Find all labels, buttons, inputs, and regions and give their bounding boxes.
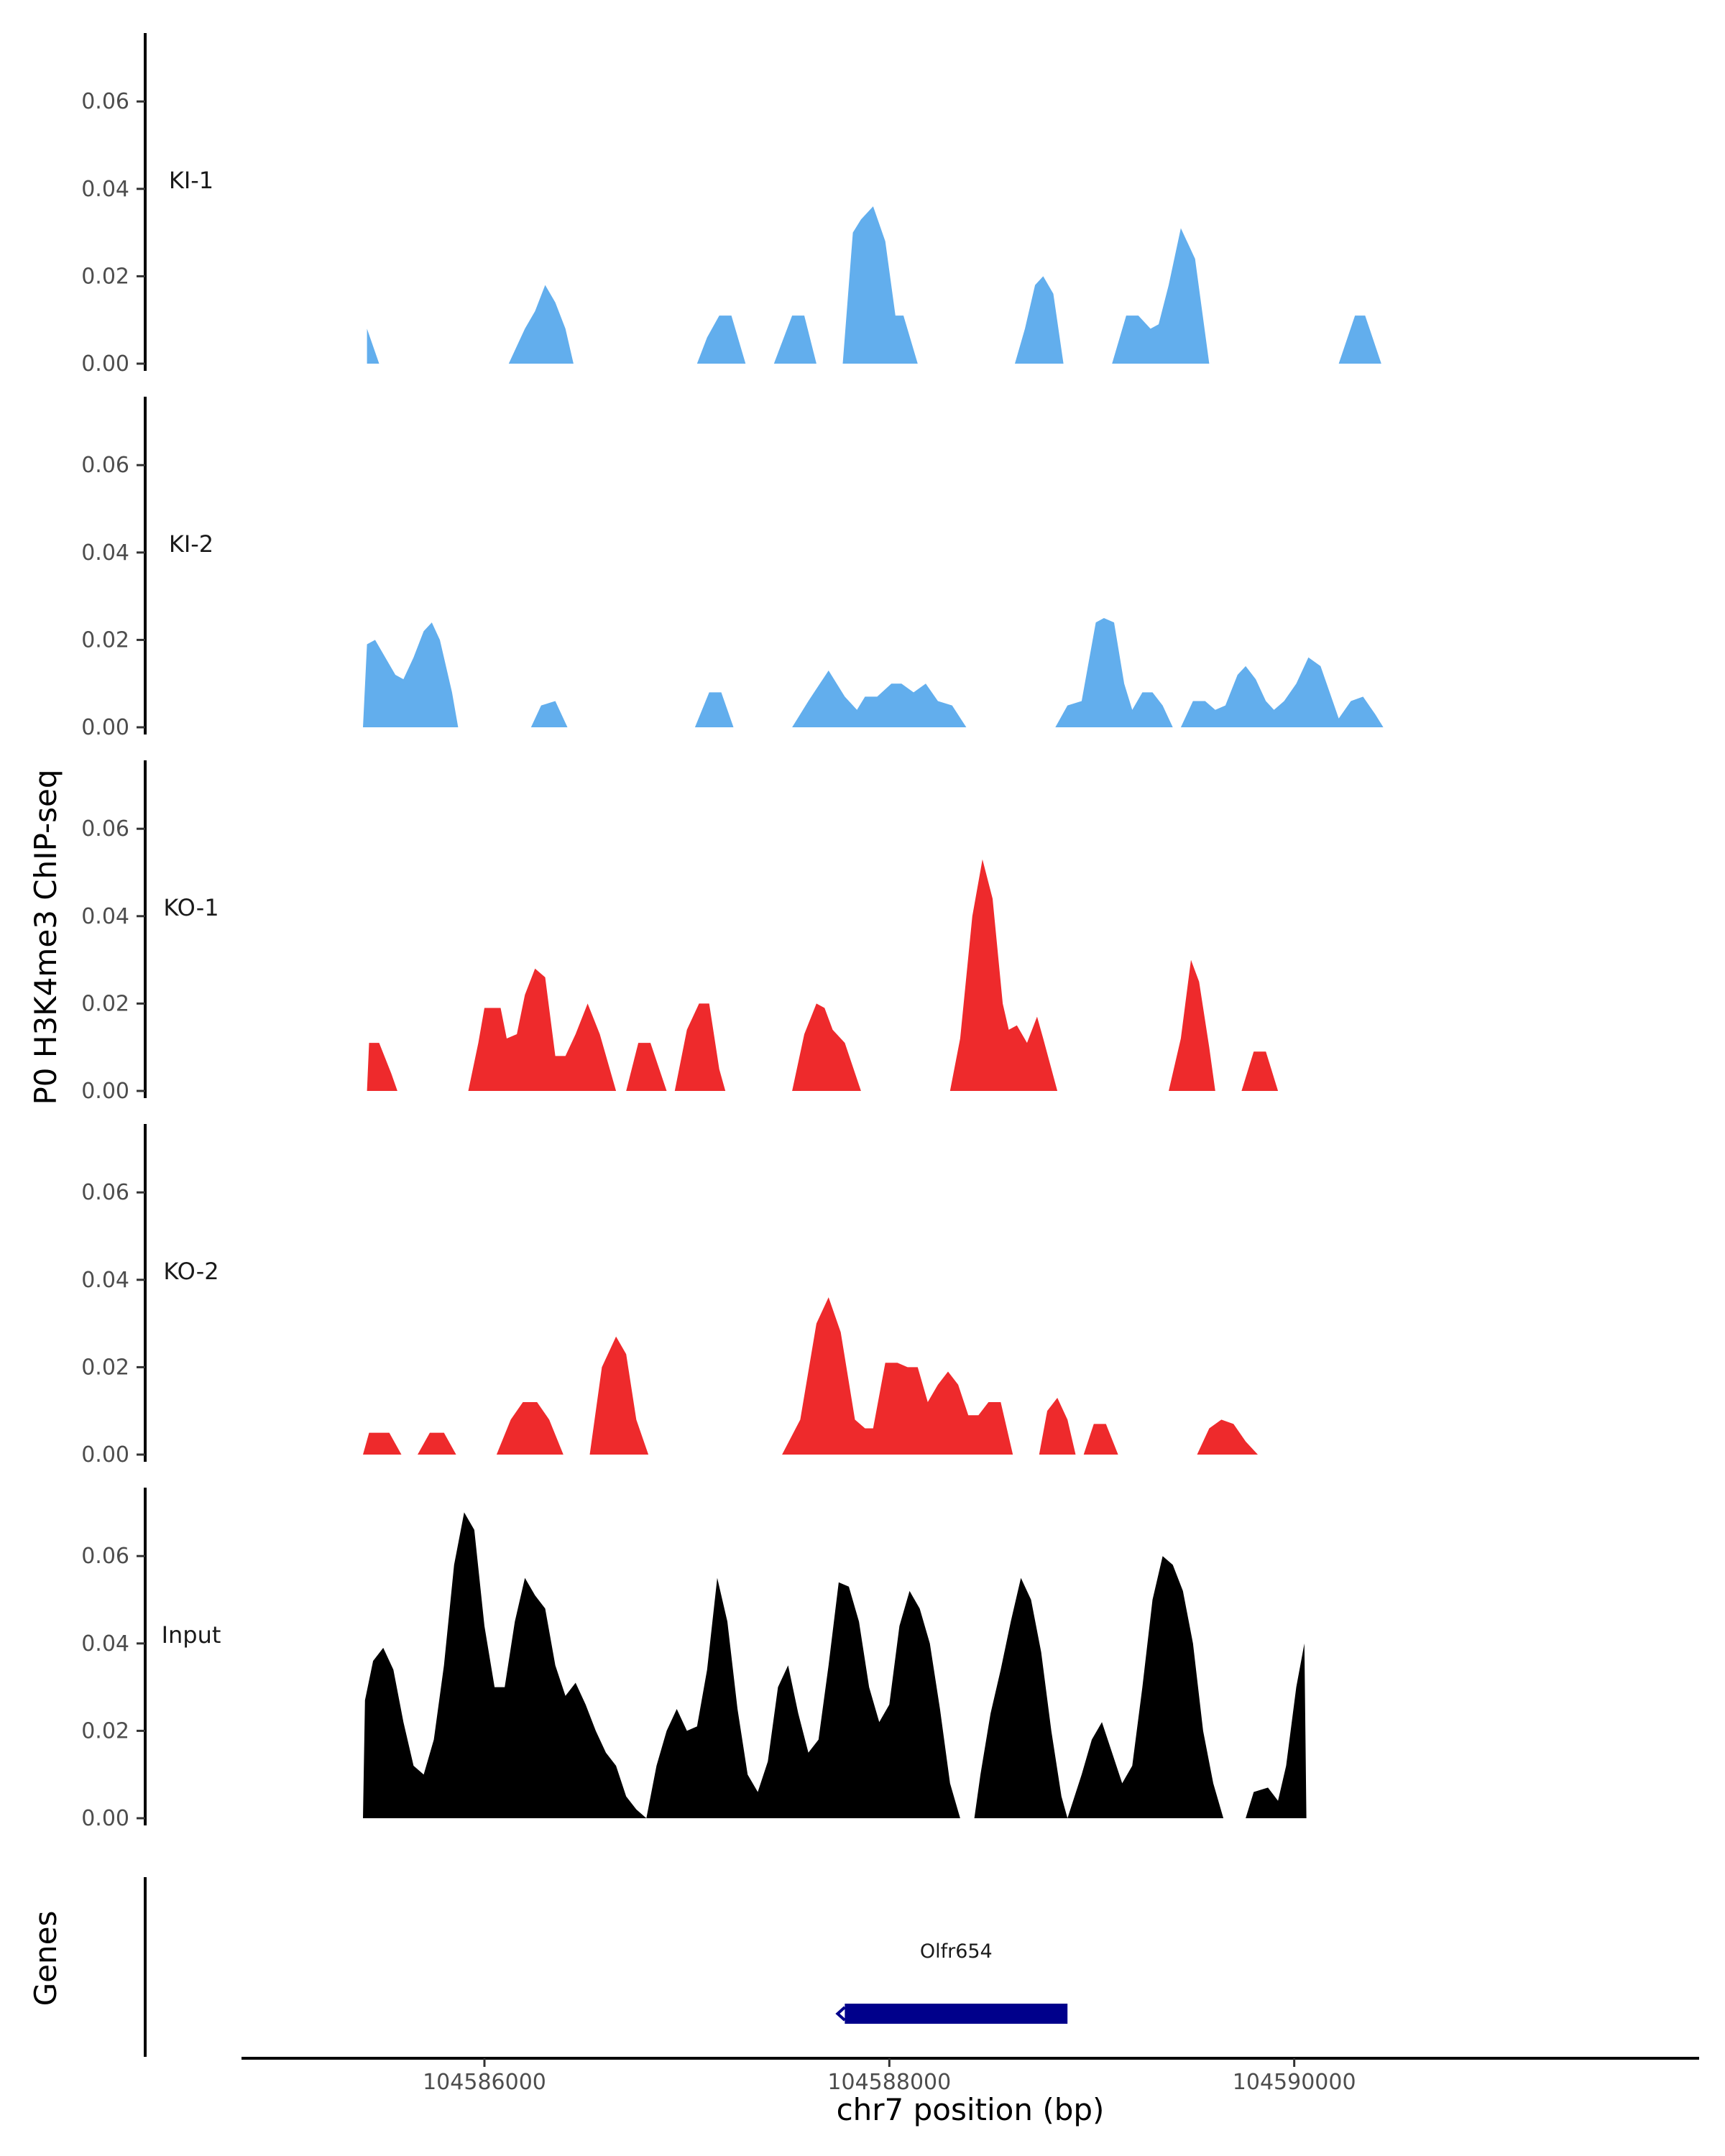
signal-area-ki-1 (773, 315, 816, 364)
track-panel-ko-2: 0.00 0.02 0.04 0.06 KO-2 (81, 1124, 1258, 1468)
track-label: KO-2 (163, 1258, 218, 1285)
signal-area-ki-2 (530, 701, 568, 727)
signal-area-ko-1 (468, 968, 617, 1091)
track-label: KI-1 (169, 167, 213, 194)
gene-track: Olfr654 (144, 1877, 1068, 2057)
signal-area-ko-2 (1197, 1419, 1258, 1455)
track-label: Input (162, 1621, 221, 1649)
y-tick-label: 0.06 (81, 453, 129, 478)
gene-body (845, 2004, 1068, 2024)
track-panel-ki-2: 0.00 0.02 0.04 0.06 KI-2 (81, 397, 1384, 740)
signal-area-ko-1 (626, 1043, 667, 1091)
y-tick-label: 0.02 (81, 1718, 129, 1743)
x-tick-label: 104590000 (1233, 2070, 1356, 2095)
signal-area-ki-2 (1180, 657, 1384, 727)
y-tick-label: 0.02 (81, 1355, 129, 1380)
signal-area-ko-2 (1083, 1424, 1118, 1455)
y-tick-label: 0.00 (81, 1806, 129, 1831)
y-tick-label: 0.06 (81, 1544, 129, 1569)
signal-area-ki-2 (694, 692, 734, 727)
y-tick-label: 0.00 (81, 1442, 129, 1468)
signal-area-ki-1 (367, 328, 380, 364)
gene-strand-arrow (835, 2006, 846, 2022)
gene-label: Olfr654 (920, 1940, 993, 1963)
signal-area-ko-2 (1039, 1398, 1076, 1455)
signal-area-ki-1 (1338, 315, 1381, 364)
y-tick-label: 0.04 (81, 1268, 129, 1293)
track-panel-ko-1: 0.00 0.02 0.04 0.06 KO-1 (81, 760, 1279, 1104)
y-tick-label: 0.04 (81, 1631, 129, 1657)
signal-area-ko-2 (782, 1297, 1013, 1455)
signal-area-input (363, 1512, 647, 1818)
signal-area-input (1067, 1556, 1224, 1818)
y-tick-label: 0.02 (81, 627, 129, 653)
signal-area-ki-2 (792, 671, 967, 727)
signal-area-ko-1 (1241, 1051, 1279, 1091)
signal-area-ko-1 (792, 1003, 861, 1091)
y-tick-label: 0.00 (81, 351, 129, 377)
track-label: KI-2 (169, 530, 213, 558)
track-panel-input: 0.00 0.02 0.04 0.06 Input (81, 1488, 1307, 1831)
signal-area-ko-2 (418, 1432, 456, 1455)
y-tick-label: 0.04 (81, 540, 129, 566)
track-label: KO-1 (163, 894, 218, 921)
x-tick-label: 104586000 (423, 2070, 546, 2095)
y-tick-label: 0.06 (81, 89, 129, 114)
y-tick-label: 0.04 (81, 177, 129, 202)
signal-area-ki-1 (842, 206, 918, 364)
gene-track-title: Genes (28, 1911, 63, 2007)
signal-area-ko-2 (363, 1432, 402, 1455)
signal-area-ki-1 (696, 315, 746, 364)
signal-area-ko-2 (589, 1336, 649, 1455)
y-tick-label: 0.00 (81, 715, 129, 740)
signal-area-ko-1 (1169, 959, 1215, 1091)
signal-area-input (646, 1577, 960, 1818)
signal-area-ko-1 (949, 859, 1058, 1091)
signal-area-ki-2 (363, 622, 459, 727)
signal-area-ko-2 (496, 1402, 564, 1455)
signal-area-ki-1 (508, 285, 574, 364)
y-tick-label: 0.06 (81, 1180, 129, 1205)
signal-area-ko-1 (674, 1003, 726, 1091)
tracks-layer: 0.00 0.02 0.04 0.06 KI-1 0.00 0.02 0.04 0.06 KI-2… (81, 33, 1384, 1831)
signal-area-ki-2 (1055, 618, 1173, 727)
x-tick-label: 104588000 (827, 2070, 951, 2095)
signal-area-input (974, 1577, 1068, 1818)
y-tick-label: 0.02 (81, 264, 129, 289)
x-axis: 104586000 104588000 104590000 (242, 2057, 1699, 2095)
track-panel-ki-1: 0.00 0.02 0.04 0.06 KI-1 (81, 33, 1381, 377)
signal-area-input (1246, 1643, 1307, 1818)
y-axis-title: P0 H3K4me3 ChIP-seq (28, 769, 63, 1105)
y-tick-label: 0.06 (81, 816, 129, 842)
signal-area-ki-1 (1112, 228, 1210, 364)
signal-area-ko-1 (367, 1043, 397, 1091)
y-tick-label: 0.00 (81, 1079, 129, 1104)
y-tick-label: 0.02 (81, 991, 129, 1016)
y-tick-label: 0.04 (81, 904, 129, 929)
x-axis-title: chr7 position (bp) (837, 2092, 1105, 2127)
signal-area-ki-1 (1015, 276, 1064, 364)
